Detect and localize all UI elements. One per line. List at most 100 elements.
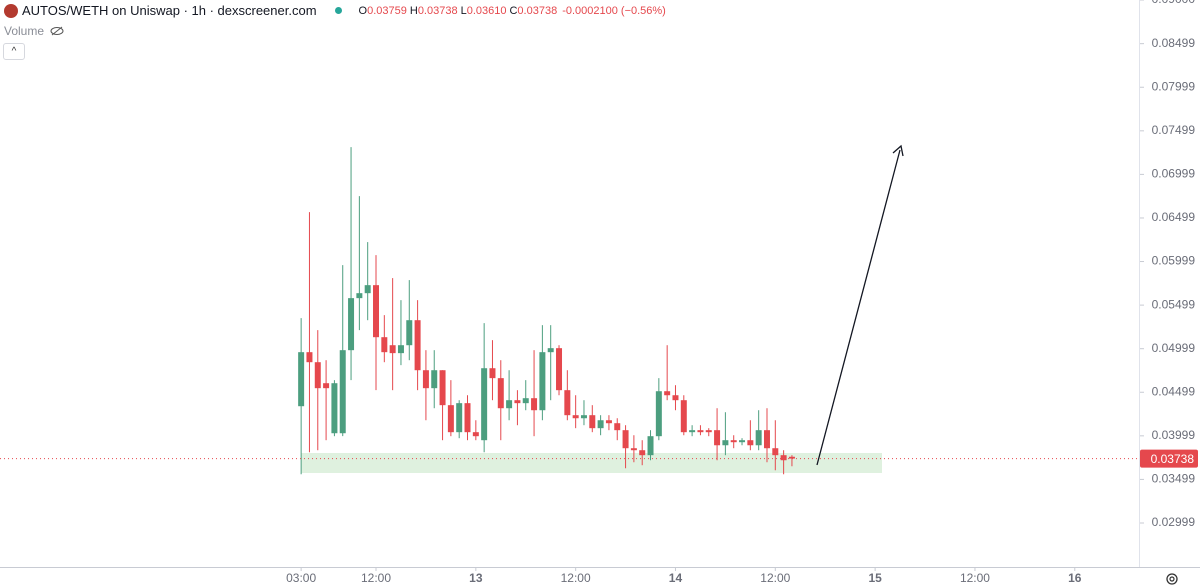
candle <box>298 318 305 475</box>
candle-body <box>431 370 438 389</box>
candle-body <box>564 390 571 416</box>
ohlc-key: L <box>460 4 467 17</box>
ohlc-value: 0.03738 <box>517 4 558 17</box>
ohlc-key: O <box>358 4 368 17</box>
candle-body <box>655 391 662 437</box>
candle-body <box>389 345 396 354</box>
ohlc-value: 0.03610 <box>466 4 507 17</box>
candle <box>356 196 363 331</box>
x-tick-label: 14 <box>669 571 683 585</box>
candle <box>472 420 479 441</box>
candle-body <box>422 370 429 389</box>
candle <box>605 415 612 431</box>
candle-body <box>722 440 729 446</box>
legend: AUTOS/WETH on Uniswap · 1h · dexscreener… <box>4 3 666 18</box>
candle <box>705 428 712 437</box>
x-tick-label: 12:00 <box>361 571 391 585</box>
candle <box>572 395 579 429</box>
candle-body <box>522 398 529 404</box>
candle <box>655 378 662 441</box>
candle <box>464 395 471 441</box>
change: -0.0002100 (−0.56%) <box>562 4 666 17</box>
candle-body <box>306 352 313 363</box>
candle-body <box>314 362 321 389</box>
candle <box>755 410 762 451</box>
candle-body <box>439 370 446 406</box>
candle-body <box>489 368 496 379</box>
x-tick-label: 12:00 <box>760 571 790 585</box>
candle-body <box>556 348 563 391</box>
candle <box>447 380 454 437</box>
candle-body <box>414 320 421 371</box>
candle <box>306 212 313 453</box>
candle-body <box>605 420 612 424</box>
candle <box>680 395 687 436</box>
candles <box>298 147 795 475</box>
candle <box>323 360 330 441</box>
collapse-button[interactable]: ^ <box>3 43 25 60</box>
settings-hub <box>1169 576 1175 582</box>
candle <box>439 370 446 441</box>
eye-off-icon[interactable] <box>50 26 64 36</box>
candle <box>506 370 513 421</box>
candle-body <box>506 400 513 409</box>
candle-body <box>630 448 637 451</box>
candle <box>331 380 338 437</box>
token-logo <box>4 3 18 18</box>
y-tick-label: 0.07499 <box>1152 123 1196 137</box>
candle <box>539 325 546 421</box>
candle-body <box>323 383 330 389</box>
candle-body <box>705 430 712 433</box>
candle <box>489 340 496 401</box>
x-tick-label: 16 <box>1068 571 1082 585</box>
candle-body <box>464 403 471 433</box>
status-dot <box>334 7 342 14</box>
candle <box>564 370 571 421</box>
candle-body <box>714 430 721 446</box>
candle-body <box>356 293 363 299</box>
candle <box>348 147 355 381</box>
settings-icon[interactable] <box>1166 573 1178 585</box>
candle-body <box>689 430 696 433</box>
ohlc-value: 0.03738 <box>417 4 458 17</box>
candle <box>422 350 429 421</box>
candle-body <box>497 378 504 409</box>
candle <box>522 380 529 411</box>
candle <box>639 440 646 466</box>
x-tick-label: 13 <box>469 571 483 585</box>
candle-body <box>664 391 671 396</box>
candle-body <box>456 403 463 433</box>
candle-body <box>531 398 538 411</box>
candle-body <box>472 432 479 437</box>
arrow-line <box>816 149 901 466</box>
candle <box>339 265 346 437</box>
y-tick-label: 0.04999 <box>1152 341 1196 355</box>
candle <box>431 350 438 409</box>
candle-body <box>381 337 388 353</box>
x-tick-label: 12:00 <box>561 571 591 585</box>
candle <box>531 350 538 437</box>
candle-body <box>747 440 754 446</box>
candle <box>381 315 388 363</box>
price-axis-bg <box>1140 0 1200 588</box>
candle <box>772 420 779 471</box>
y-tick-label: 0.05999 <box>1152 254 1196 268</box>
y-tick-label: 0.05499 <box>1152 297 1196 311</box>
candle <box>556 345 563 396</box>
candle-body <box>447 405 454 433</box>
candle <box>622 425 629 469</box>
candle <box>514 390 521 426</box>
candle-body <box>639 450 646 456</box>
candle <box>406 280 413 361</box>
candle <box>780 450 787 475</box>
y-tick-label: 0.07999 <box>1152 79 1196 93</box>
candle <box>788 455 795 467</box>
candle-body <box>755 430 762 446</box>
last-price-tag <box>1140 449 1198 468</box>
candle-body <box>672 395 679 401</box>
candle-body <box>397 345 404 354</box>
candle-body <box>348 298 355 351</box>
volume-label: Volume <box>4 24 45 38</box>
candle <box>614 418 621 441</box>
